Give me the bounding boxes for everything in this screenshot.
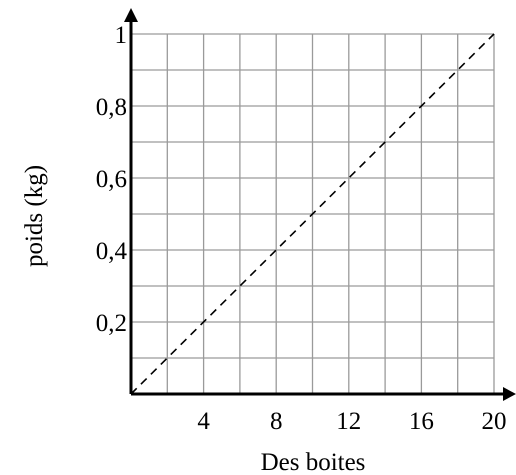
y-axis-title: poids (kg) [21, 165, 48, 267]
y-tick-label: 0,6 [96, 166, 127, 193]
x-tick-label: 8 [270, 408, 283, 435]
tick-labels: 4 8 12 16 20 0,2 0,4 0,6 0,8 1 [96, 22, 507, 435]
x-axis-title: Des boites [261, 449, 366, 475]
x-axis-arrow [503, 387, 516, 401]
series-line [130, 33, 495, 395]
y-axis-arrow [124, 8, 138, 22]
grid [131, 33, 495, 394]
axes [124, 8, 516, 401]
x-tick-label: 4 [197, 408, 210, 435]
y-tick-label: 0,2 [96, 310, 127, 337]
x-tick-label: 12 [336, 408, 361, 435]
series [130, 33, 495, 395]
y-tick-label: 0,4 [96, 238, 128, 265]
x-tick-label: 16 [409, 408, 434, 435]
x-tick-label: 20 [482, 408, 507, 435]
y-tick-label: 0,8 [96, 94, 127, 121]
y-tick-label: 1 [115, 22, 128, 49]
